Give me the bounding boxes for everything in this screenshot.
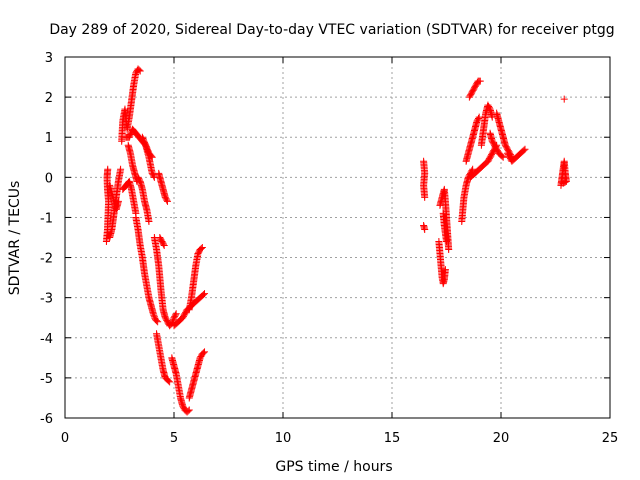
y-tick-label: -2 <box>40 252 53 267</box>
data-point <box>421 225 429 233</box>
data-point <box>149 310 157 318</box>
data-point <box>171 311 179 319</box>
data-point <box>199 349 207 357</box>
x-tick-label: 25 <box>602 431 619 446</box>
data-point <box>150 311 158 319</box>
data-point <box>163 197 171 205</box>
y-tick-label: 0 <box>45 171 53 186</box>
data-point <box>443 238 450 246</box>
data-point <box>445 246 453 254</box>
data-point <box>150 313 158 321</box>
data-point <box>114 197 122 205</box>
data-point <box>136 67 144 75</box>
chart-title: Day 289 of 2020, Sidereal Day-to-day VTE… <box>49 22 614 38</box>
y-tick-label: -4 <box>40 332 53 347</box>
data-point <box>160 242 168 250</box>
data-point <box>520 146 528 154</box>
data-point <box>185 406 193 414</box>
y-tick-label: 1 <box>45 131 53 146</box>
x-tick-label: 10 <box>275 431 292 446</box>
data-point <box>559 179 567 187</box>
data-point <box>159 240 167 248</box>
x-tick-label: 15 <box>384 431 401 446</box>
data-point <box>197 245 205 253</box>
data-point <box>165 377 173 385</box>
y-tick-label: -3 <box>40 292 53 307</box>
y-tick-label: 2 <box>45 91 53 106</box>
data-point <box>184 407 192 415</box>
x-tick-label: 5 <box>170 431 178 446</box>
data-point <box>201 290 209 298</box>
data-point <box>476 77 484 85</box>
data-point <box>469 165 477 173</box>
y-axis-label: SDTVAR / TECUs <box>7 181 23 296</box>
data-point <box>441 266 449 274</box>
data-point <box>420 157 428 165</box>
data-point <box>201 348 209 356</box>
data-points <box>102 65 570 416</box>
data-point <box>473 78 481 86</box>
data-point <box>499 153 507 161</box>
data-point <box>198 244 206 252</box>
data-point <box>141 140 149 148</box>
x-axis-label: GPS time / hours <box>275 459 392 475</box>
data-point <box>169 317 177 325</box>
data-point <box>474 115 482 123</box>
data-point <box>104 165 112 173</box>
data-point <box>475 113 483 121</box>
data-point <box>163 196 171 204</box>
data-point <box>117 165 125 173</box>
data-point <box>172 310 180 318</box>
data-point <box>169 315 177 323</box>
data-point <box>498 152 506 160</box>
y-tick-label: -6 <box>40 412 53 427</box>
data-point <box>154 318 162 326</box>
data-point <box>145 217 153 225</box>
plot-frame <box>64 56 611 419</box>
x-tick-label: 0 <box>61 431 69 446</box>
data-point <box>153 317 161 325</box>
y-tick-label: -1 <box>40 211 53 226</box>
y-tick-label: -5 <box>40 372 53 387</box>
data-point <box>199 291 207 299</box>
x-tick-label: 20 <box>493 431 510 446</box>
data-point <box>560 179 568 187</box>
data-point <box>135 66 143 74</box>
data-point <box>521 145 529 153</box>
data-point <box>166 378 174 386</box>
data-point <box>560 95 568 103</box>
y-tick-label: 3 <box>45 51 53 66</box>
tick-labels: 0 5 10 15 20 25 -6 -5 -4 -3 -2 -1 0 1 2 3 <box>40 51 618 446</box>
